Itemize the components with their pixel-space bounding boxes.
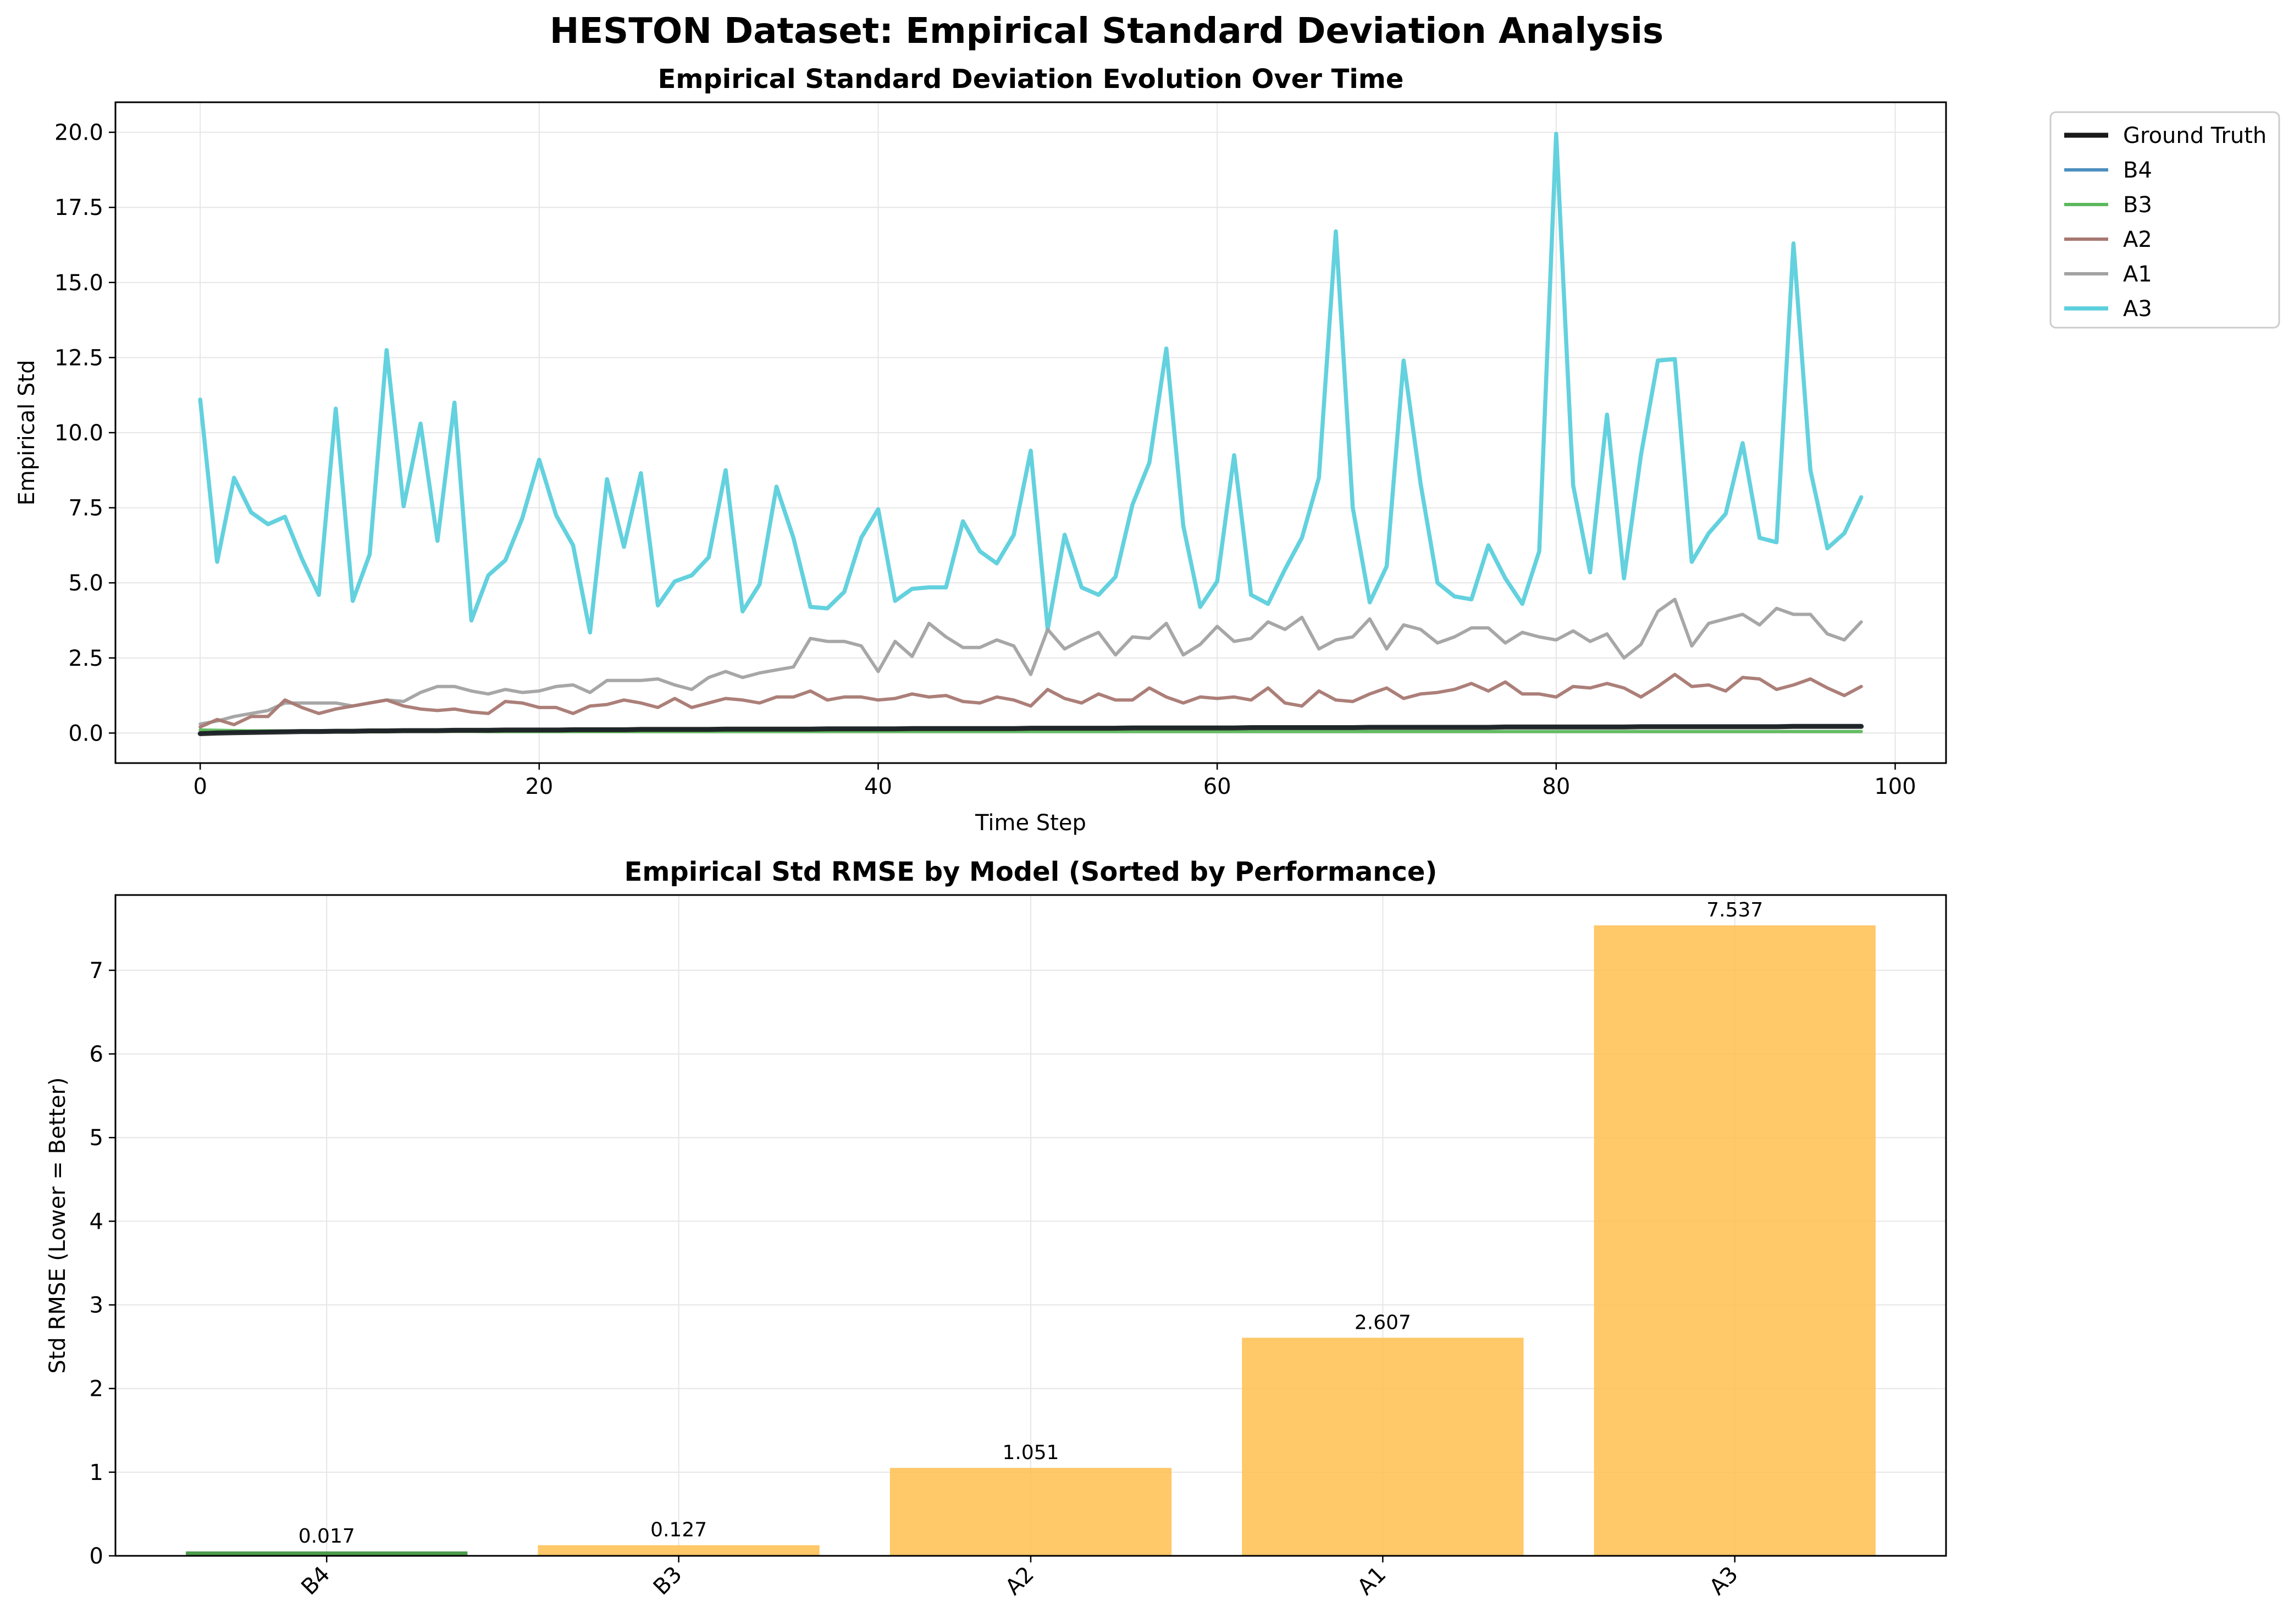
line-chart: Empirical Standard Deviation Evolution O… [14,64,2280,836]
line-chart-series [197,131,1864,736]
y-tick-label: 15.0 [54,270,103,296]
bar-chart-title: Empirical Std RMSE by Model (Sorted by P… [624,857,1438,887]
series-line-a2 [198,672,1863,729]
x-tick-label: 100 [1874,774,1916,799]
bar-a1 [1242,1338,1524,1556]
bar-value-label: 1.051 [1002,1441,1059,1464]
legend-label-a1: A1 [2123,262,2152,287]
legend-label-a2: A2 [2123,227,2152,252]
x-tick-label: 0 [193,774,207,799]
y-tick-label: 7.5 [68,496,103,521]
bar-a3 [1594,925,1876,1556]
y-tick-label: 2 [90,1377,103,1402]
y-tick-label: 4 [90,1209,103,1234]
figure-title: HESTON Dataset: Empirical Standard Devia… [550,11,1663,52]
x-tick-label: 60 [1203,774,1231,799]
line-chart-x-axis-label: Time Step [975,810,1086,836]
y-tick-label: 1 [90,1460,103,1485]
line-chart-title: Empirical Standard Deviation Evolution O… [658,64,1404,95]
bar-chart-y-ticks: 0 1 2 3 4 5 6 7 [90,958,115,1569]
bar-value-label: 7.537 [1706,899,1763,921]
legend-label-b3: B3 [2123,192,2152,218]
line-chart-y-ticks: 0.0 2.5 5.0 7.5 10.0 12.5 15.0 17.5 20.0 [54,120,115,746]
bar-b3 [538,1545,820,1556]
legend-label-ground-truth: Ground Truth [2123,123,2267,148]
bar-chart-y-axis-label: Std RMSE (Lower = Better) [45,1077,70,1373]
x-tick-label: 20 [525,774,553,799]
series-line-a3 [198,131,1864,635]
legend-label-b4: B4 [2123,158,2152,183]
y-tick-label: 7 [90,958,103,984]
series-line-a1 [198,598,1863,726]
line-chart-grid [115,102,1946,763]
bar-value-label: 0.127 [650,1519,707,1542]
bar-value-label: 2.607 [1355,1311,1411,1334]
legend-entries: Ground Truth B4 B3 A2 A1 A3 [2064,123,2267,322]
y-tick-label: 2.5 [68,646,103,671]
x-tick-label: 40 [864,774,892,799]
y-tick-label: 6 [90,1042,103,1067]
legend: Ground Truth B4 B3 A2 A1 A3 [2049,111,2280,329]
bar-chart: Empirical Std RMSE by Model (Sorted by P… [45,857,1947,1600]
line-chart-y-axis-label: Empirical Std [14,360,40,505]
bar-chart-bars: 0.017 0.127 1.051 2.607 7.537 [186,899,1876,1556]
x-tick-label: 80 [1542,774,1570,799]
y-tick-label: 5 [90,1125,103,1151]
y-tick-label: 20.0 [54,120,103,146]
line-chart-x-ticks: 0 20 40 60 80 100 [193,763,1916,799]
bar-b4 [186,1551,468,1556]
y-tick-label: 0 [90,1544,103,1569]
y-tick-label: 10.0 [54,421,103,446]
y-tick-label: 5.0 [68,571,103,596]
series-line-ground-truth [197,723,1864,736]
y-tick-label: 17.5 [54,195,103,220]
y-tick-label: 3 [90,1293,103,1318]
bar-a2 [889,1468,1172,1556]
y-tick-label: 0.0 [68,721,103,746]
y-tick-label: 12.5 [54,345,103,371]
bar-value-label: 0.017 [299,1525,355,1548]
legend-label-a3: A3 [2123,296,2152,322]
